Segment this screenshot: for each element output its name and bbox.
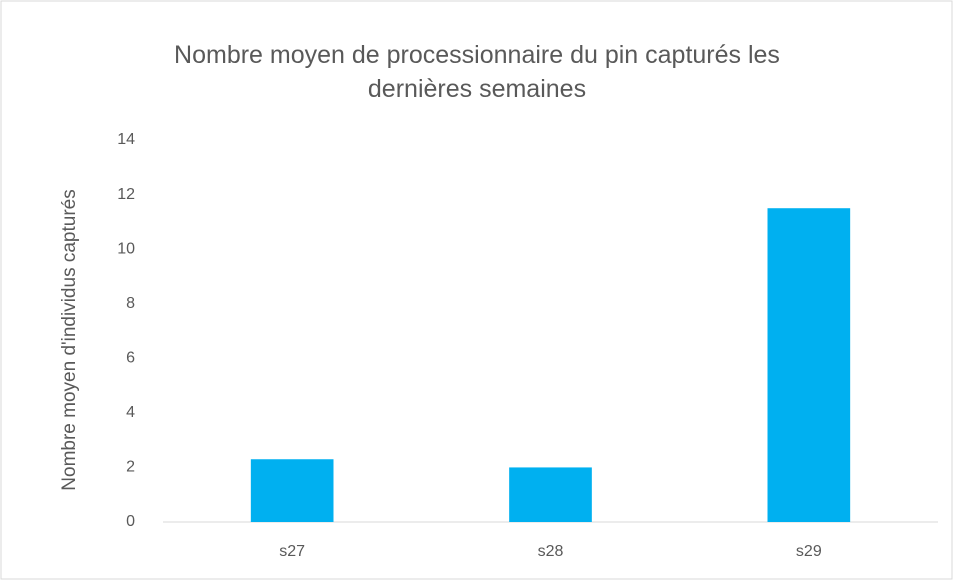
- y-tick-label: 0: [126, 513, 135, 530]
- bar: [767, 208, 851, 522]
- y-tick-label: 2: [126, 459, 135, 476]
- chart-title: Nombre moyen de processionnaire du pin c…: [174, 41, 780, 103]
- y-tick-label: 10: [117, 240, 135, 257]
- bar: [509, 467, 592, 522]
- x-tick-label: s29: [796, 543, 822, 560]
- y-tick-label: 14: [117, 131, 135, 148]
- x-tick-label: s27: [279, 543, 305, 560]
- x-tick-label: s28: [538, 543, 564, 560]
- y-tick-label: 8: [126, 295, 135, 312]
- bar: [250, 459, 334, 522]
- y-axis-label: Nombre moyen d'individus capturés: [59, 189, 80, 490]
- y-tick-label: 6: [126, 350, 135, 367]
- y-tick-label: 4: [126, 404, 135, 421]
- y-tick-label: 12: [117, 186, 135, 203]
